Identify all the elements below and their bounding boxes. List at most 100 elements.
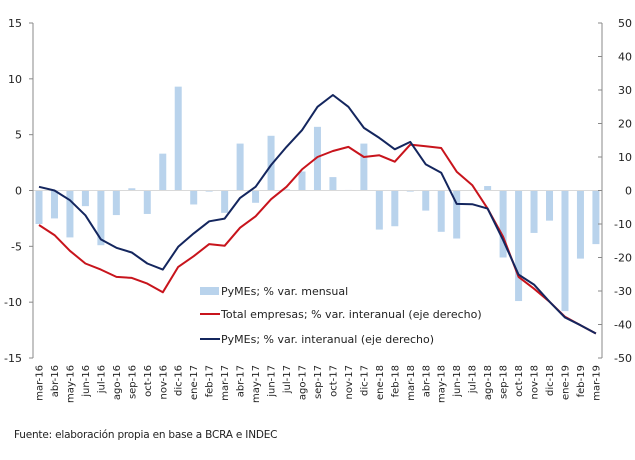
left-tick-label: 15 (8, 17, 22, 30)
x-tick-label: sep-18 (499, 365, 510, 399)
x-tick-label: may-17 (251, 365, 262, 403)
x-tick-label: mar-19 (591, 365, 602, 401)
bar-jun-17 (267, 135, 275, 191)
x-tick-label: dic-18 (545, 365, 556, 396)
bar-jul-17 (283, 189, 291, 191)
x-tick-label: jul-16 (96, 365, 107, 394)
x-tick-label: mar-16 (35, 365, 46, 401)
right-tick-label: 50 (618, 17, 632, 30)
x-tick-label: nov-18 (530, 365, 541, 399)
bar-dic-16 (174, 86, 182, 191)
bar-sep-17 (313, 126, 321, 191)
right-tick-label: 0 (625, 185, 632, 198)
bar-abr-17 (236, 143, 244, 191)
x-tick-label: nov-16 (158, 365, 169, 399)
right-tick-label: -40 (614, 319, 632, 332)
legend-label-red: Total empresas; % var. interanual (eje d… (220, 308, 482, 321)
right-tick-label: -30 (614, 285, 632, 298)
line-series-1 (38, 143, 597, 335)
x-tick-label: abr-17 (236, 365, 247, 397)
x-tick-label: feb-18 (390, 365, 401, 397)
x-tick-label: may-18 (437, 365, 448, 403)
lines (38, 94, 597, 335)
right-tick-label: 20 (618, 118, 632, 131)
x-tick-label: mar-17 (220, 365, 231, 401)
tick-labels: -15-10-5051015-50-40-30-20-1001020304050… (4, 17, 632, 403)
source-note: Fuente: elaboración propia en base a BCR… (14, 429, 278, 441)
bar-mar-18 (406, 190, 414, 192)
right-tick-label: -50 (614, 352, 632, 365)
bar-ene-17 (190, 190, 198, 205)
bar-feb-18 (391, 190, 399, 227)
x-tick-label: jun-17 (267, 365, 278, 398)
x-tick-label: dic-17 (359, 365, 370, 396)
bar-nov-16 (159, 153, 167, 191)
bar-mar-17 (221, 190, 229, 213)
left-tick-label: 0 (15, 185, 22, 198)
left-tick-label: -15 (4, 352, 22, 365)
bar-jun-18 (453, 190, 461, 239)
legend-swatch-bar (200, 287, 219, 295)
x-tick-label: ago-17 (297, 365, 308, 400)
left-tick-label: 10 (8, 73, 22, 86)
x-tick-label: ago-18 (483, 365, 494, 400)
bar-sep-16 (128, 188, 136, 191)
x-tick-label: jul-17 (282, 365, 293, 394)
x-tick-label: dic-16 (174, 365, 185, 396)
bar-oct-17 (329, 177, 337, 191)
bar-ene-18 (375, 190, 383, 230)
x-tick-label: jul-18 (468, 365, 479, 394)
bar-may-17 (252, 190, 260, 203)
x-tick-label: nov-17 (344, 365, 355, 399)
left-tick-label: -10 (4, 296, 22, 309)
bar-dic-17 (360, 143, 368, 191)
x-tick-label: ene-18 (375, 365, 386, 400)
bar-ago-16 (112, 190, 120, 216)
legend-label-navy: PyMEs; % var. interanual (eje derecho) (221, 333, 434, 346)
line-series-2 (38, 94, 597, 335)
left-tick-label: 5 (15, 129, 22, 142)
legend-label-bar: PyMEs; % var. mensual (221, 285, 348, 298)
bar-oct-18 (515, 190, 523, 302)
bar-dic-18 (546, 190, 554, 221)
x-tick-label: may-16 (65, 365, 76, 403)
bar-abr-16 (50, 190, 58, 219)
x-tick-label: oct-18 (514, 365, 525, 397)
bar-ago-17 (298, 171, 306, 191)
bar-abr-18 (422, 190, 430, 211)
bar-may-18 (437, 190, 445, 232)
bar-oct-16 (143, 190, 151, 214)
bar-jun-16 (81, 190, 89, 207)
left-tick-label: -5 (11, 240, 22, 253)
bar-nov-18 (530, 190, 538, 233)
x-tick-label: ene-17 (189, 365, 200, 400)
x-tick-label: abr-18 (421, 365, 432, 397)
right-tick-label: -10 (614, 218, 632, 231)
x-tick-label: sep-16 (127, 365, 138, 399)
legend: PyMEs; % var. mensual Total empresas; % … (200, 285, 482, 346)
x-tick-label: oct-16 (143, 365, 154, 397)
x-tick-label: abr-16 (50, 365, 61, 397)
bar-ene-19 (561, 190, 569, 312)
x-tick-label: jun-18 (452, 365, 463, 398)
right-tick-label: 10 (618, 151, 632, 164)
right-tick-label: 30 (618, 84, 632, 97)
x-tick-label: feb-17 (205, 365, 216, 397)
x-tick-label: oct-17 (328, 365, 339, 397)
bar-jul-16 (97, 190, 105, 246)
x-tick-label: ago-16 (112, 365, 123, 400)
bar-may-16 (66, 190, 74, 238)
bar-mar-16 (35, 190, 43, 224)
x-tick-label: mar-18 (406, 365, 417, 401)
x-tick-label: feb-19 (576, 365, 587, 397)
right-tick-label: -20 (614, 252, 632, 265)
x-tick-label: ene-19 (560, 365, 571, 400)
x-tick-label: jun-16 (81, 365, 92, 398)
bar-mar-19 (592, 190, 600, 245)
x-tick-label: sep-17 (313, 365, 324, 399)
bar-ago-18 (484, 186, 492, 191)
bars (35, 86, 600, 312)
bar-sep-18 (499, 190, 507, 258)
bar-feb-17 (205, 190, 213, 192)
